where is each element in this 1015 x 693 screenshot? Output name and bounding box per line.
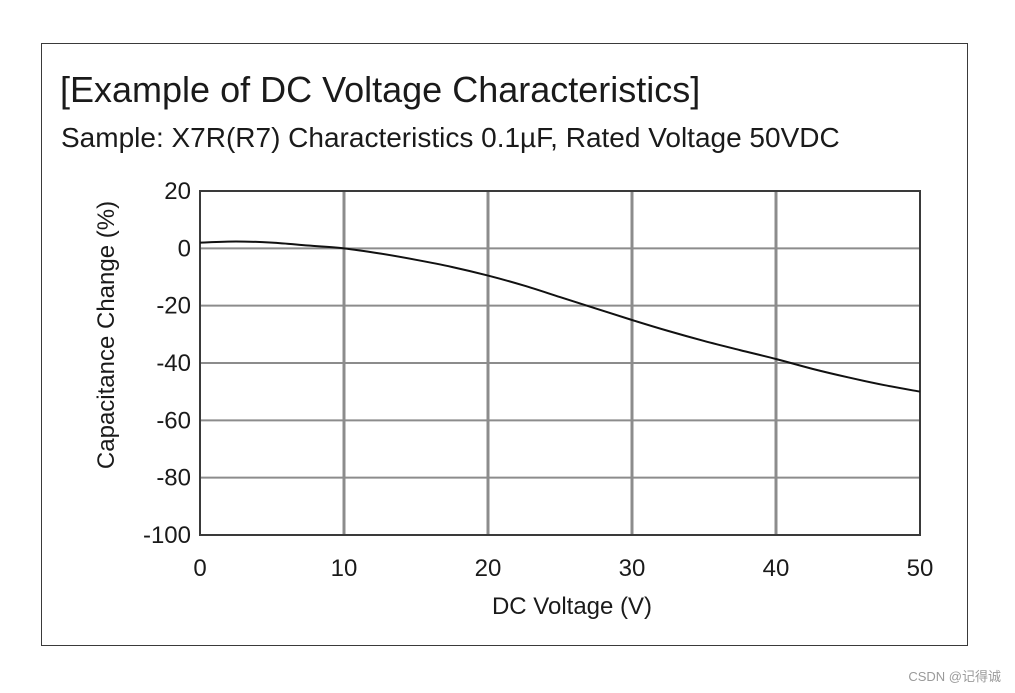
y-tick-labels: 20 0 -20 -40 -60 -80 -100 [143,178,191,549]
y-tick-label: 0 [178,235,191,262]
watermark: CSDN @记得诚 [908,669,1001,684]
x-tick-label: 0 [193,555,206,582]
y-tick-label: -100 [143,522,191,549]
chart-subtitle: Sample: X7R(R7) Characteristics 0.1µF, R… [61,122,840,153]
y-tick-label: -20 [156,293,191,320]
y-tick-label: -60 [156,407,191,434]
y-axis-label: Capacitance Change (%) [93,201,120,469]
x-tick-label: 50 [907,555,934,582]
x-axis-label: DC Voltage (V) [492,593,652,620]
x-tick-label: 30 [619,555,646,582]
grid-group [200,191,920,535]
plot-area-border [199,190,921,536]
x-tick-label: 20 [475,555,502,582]
series-line [199,240,921,393]
x-tick-label: 40 [763,555,790,582]
y-tick-label: 20 [164,178,191,205]
y-tick-label: -40 [156,350,191,377]
y-tick-label: -80 [156,465,191,492]
x-tick-labels: 0 10 20 30 40 50 [193,555,933,582]
chart-title: [Example of DC Voltage Characteristics] [60,69,701,110]
chart-frame [41,43,968,646]
x-tick-label: 10 [331,555,358,582]
